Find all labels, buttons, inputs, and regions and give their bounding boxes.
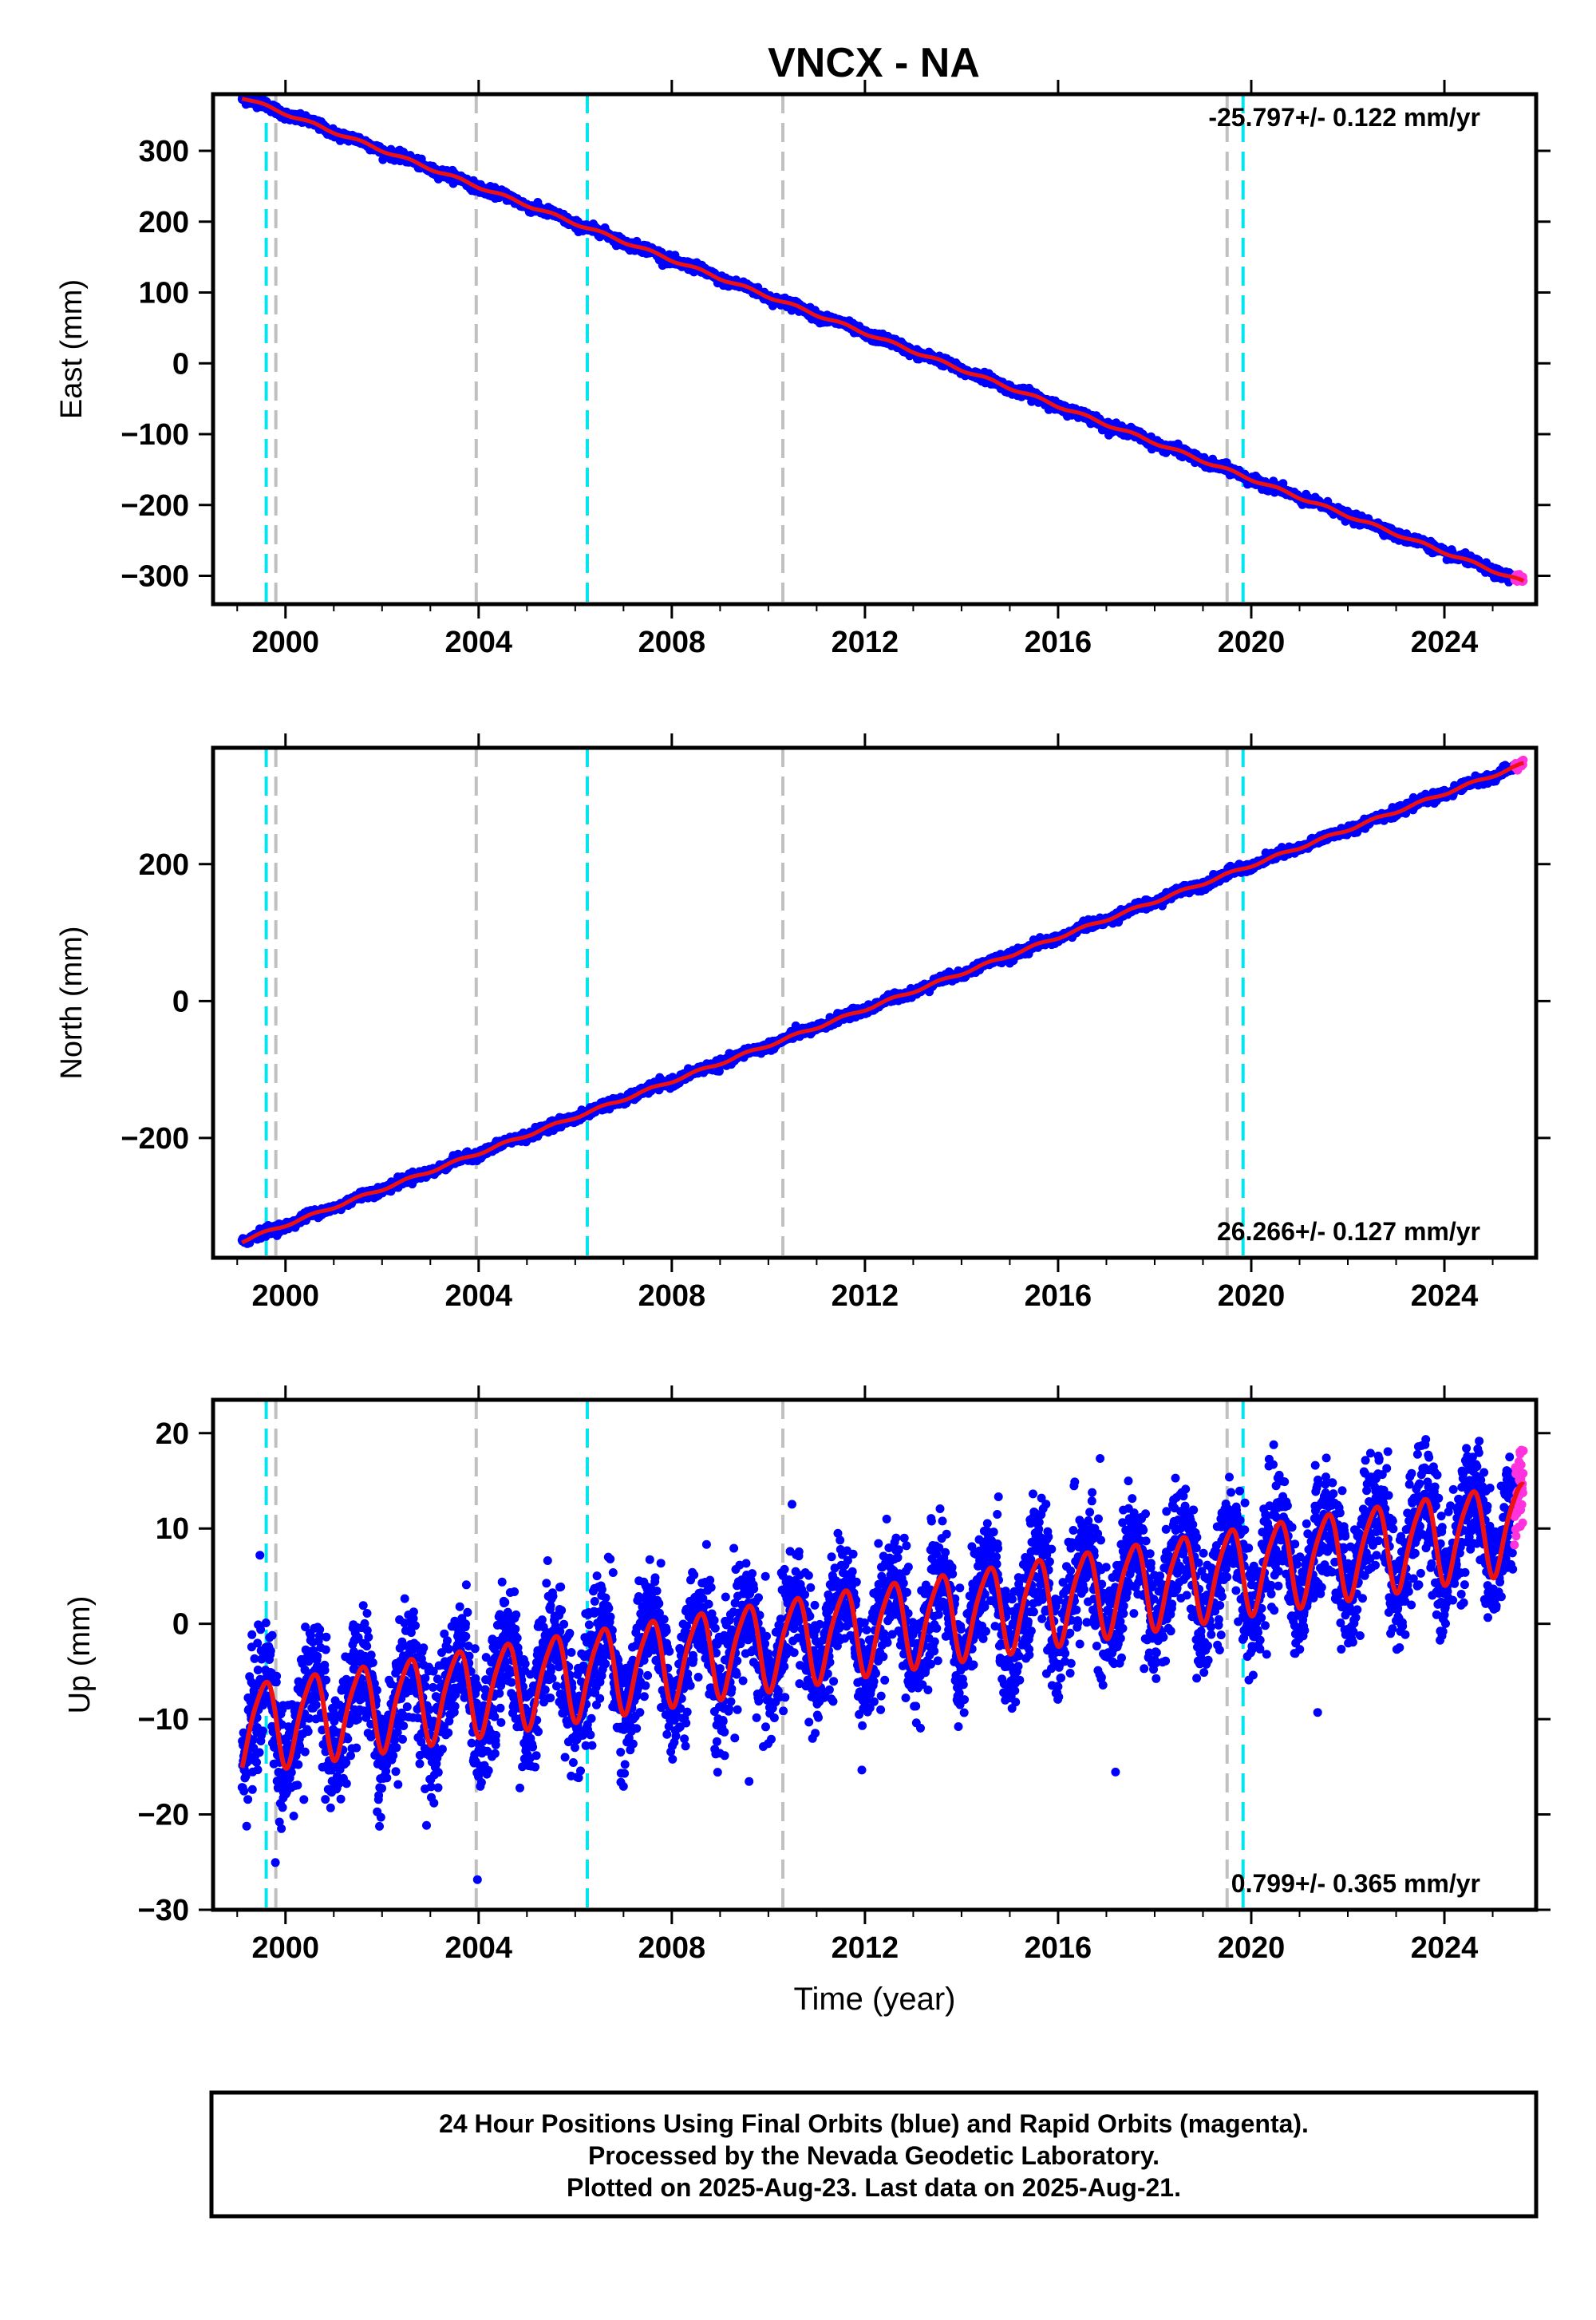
y-axis-label: East (mm) [55, 279, 89, 419]
y-tick-label: −300 [120, 560, 189, 594]
y-axis-label: Up (mm) [63, 1596, 97, 1714]
y-tick-label: −20 [138, 1799, 189, 1832]
footer-box: 24 Hour Positions Using Final Orbits (bl… [209, 2090, 1539, 2219]
model-curve [239, 1481, 1526, 1771]
y-tick-label: −100 [120, 418, 189, 452]
footer-frame [209, 2090, 1539, 2219]
x-tick-label: 2024 [1411, 626, 1479, 659]
model-curve [241, 97, 1525, 583]
y-axis: 200 0 −200 [120, 848, 1551, 1156]
plot-frame [211, 92, 1539, 607]
y-tick-label: 0 [172, 985, 189, 1018]
x-tick-label: 2004 [445, 626, 513, 659]
x-tick-label: 2008 [638, 1931, 706, 1965]
velocity-label: 26.266+/- 0.127 mm/yr [1217, 1217, 1480, 1246]
y-tick-label: −200 [120, 489, 189, 523]
offset-lines [264, 94, 1245, 604]
x-tick-label: 2012 [832, 1931, 899, 1965]
x-axis: 2000 2004 2008 2012 2016 2020 2024 [236, 80, 1494, 659]
x-tick-label: 2016 [1025, 1279, 1092, 1313]
x-tick-label: 2008 [638, 626, 706, 659]
plot-frame [211, 1397, 1539, 1912]
plot-frame [211, 745, 1539, 1260]
panel-east: 2000 2004 2008 2012 2016 2020 2024 300 200 100 0 −1… [55, 80, 1551, 659]
panel-up: 2000 2004 2008 2012 2016 2020 2024 20 10 0 −10 −20 −… [63, 1385, 1551, 2017]
x-tick-label: 2004 [445, 1931, 513, 1965]
x-tick-label: 2024 [1411, 1931, 1479, 1965]
final-orbit-points [237, 1435, 1519, 1884]
x-tick-label: 2024 [1411, 1279, 1479, 1313]
x-tick-label: 2000 [251, 1279, 319, 1313]
y-axis: 20 10 0 −10 −20 −30 [138, 1417, 1551, 1927]
y-tick-label: 300 [139, 135, 189, 168]
x-tick-label: 2004 [445, 1279, 513, 1313]
panels: 2000 2004 2008 2012 2016 2020 20243002001000−1… [55, 80, 1551, 2017]
footer-line-2: Processed by the Nevada Geodetic Laborat… [588, 2141, 1159, 2170]
y-tick-label: 200 [139, 848, 189, 882]
x-tick-label: 2012 [832, 626, 899, 659]
x-tick-label: 2016 [1025, 626, 1092, 659]
y-axis: 300 200 100 0 −100 −200 −300 [120, 135, 1551, 594]
y-tick-label: 10 [156, 1512, 189, 1546]
footer-line-1: 24 Hour Positions Using Final Orbits (bl… [439, 2109, 1309, 2138]
y-tick-label: −10 [138, 1703, 189, 1737]
y-axis-label: North (mm) [55, 926, 89, 1079]
model-curve [241, 761, 1525, 1245]
x-tick-label: 2020 [1218, 1279, 1286, 1313]
figure-title: VNCX - NA [768, 40, 980, 86]
velocity-label: 0.799+/- 0.365 mm/yr [1231, 1869, 1480, 1898]
y-tick-label: −200 [120, 1122, 189, 1156]
x-axis: 2000 2004 2008 2012 2016 2020 2024 [236, 733, 1494, 1313]
data-points [237, 1435, 1528, 1884]
x-tick-label: 2008 [638, 1279, 706, 1313]
panel-north: 2000 2004 2008 2012 2016 2020 20242000−200Nort… [55, 733, 1551, 1313]
velocity-label: -25.797+/- 0.122 mm/yr [1208, 103, 1480, 132]
x-tick-label: 2000 [251, 626, 319, 659]
y-tick-label: −30 [138, 1894, 189, 1927]
x-tick-label: 2016 [1025, 1931, 1092, 1965]
x-axis-label: Time (year) [794, 1982, 956, 2017]
rapid-orbit-points [1510, 1445, 1528, 1550]
y-tick-label: 0 [172, 1608, 189, 1642]
x-tick-label: 2000 [251, 1931, 319, 1965]
y-tick-label: 100 [139, 277, 189, 310]
y-tick-label: 20 [156, 1417, 189, 1451]
x-axis: 2000 2004 2008 2012 2016 2020 2024 [236, 1385, 1494, 1965]
x-tick-label: 2020 [1218, 626, 1286, 659]
footer-line-3: Plotted on 2025-Aug-23. Last data on 202… [567, 2173, 1181, 2202]
x-tick-label: 2020 [1218, 1931, 1286, 1965]
y-tick-label: 200 [139, 206, 189, 239]
y-tick-label: 0 [172, 347, 189, 381]
x-tick-label: 2012 [832, 1279, 899, 1313]
